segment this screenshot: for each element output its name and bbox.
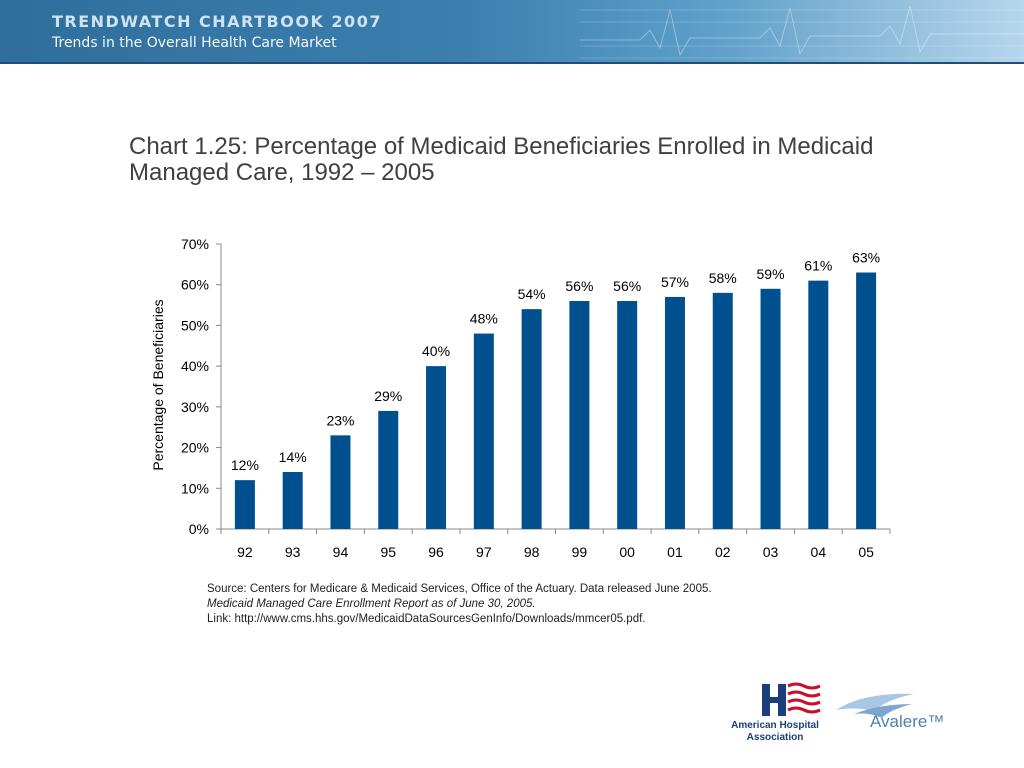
bar [617,301,638,529]
data-label: 58% [709,270,737,286]
chart-title: Chart 1.25: Percentage of Medicaid Benef… [129,134,949,186]
header-banner: TRENDWATCH CHARTBOOK 2007 Trends in the … [0,0,1024,64]
x-tick-label: 04 [811,544,827,560]
x-tick-label: 93 [285,544,301,560]
chart-title-line-1: Chart 1.25: Percentage of Medicaid Benef… [129,133,874,160]
x-tick-label: 02 [715,544,731,560]
data-label: 29% [374,388,402,404]
bar [234,480,255,529]
avalere-logo: Avalere™ [834,690,944,740]
aha-h-flag-icon [762,682,821,716]
data-label: 56% [613,278,641,294]
data-label: 40% [422,343,450,359]
bar [330,435,351,529]
source-line-1: Source: Centers for Medicare & Medicaid … [207,583,712,595]
bar [664,296,685,529]
x-tick-label: 05 [858,544,874,560]
x-tick-label: 01 [667,544,683,560]
aha-logo: American Hospital Association [720,680,830,748]
x-tick-label: 92 [237,544,253,560]
bar [473,333,494,529]
bar [426,366,447,529]
data-label: 57% [661,274,689,290]
source-line-2: Medicaid Managed Care Enrollment Report … [207,598,536,610]
x-tick-label: 00 [619,544,635,560]
y-axis-label: Percentage of Beneficiaries [150,299,166,470]
source-link: Link: http://www.cms.hhs.gov/MedicaidDat… [207,613,646,625]
data-label: 14% [279,449,307,465]
x-tick-label: 95 [380,544,396,560]
bar [760,288,781,529]
x-tick-label: 97 [476,544,492,560]
data-label: 59% [757,266,785,282]
y-tick-label: 20% [181,440,209,456]
x-tick-label: 99 [572,544,588,560]
y-tick-label: 30% [181,399,209,415]
bar [282,472,303,529]
avalere-name: Avalere™ [870,712,945,731]
header-divider [0,62,1024,64]
y-tick-label: 40% [181,358,209,374]
bar [521,309,542,529]
chart-title-line-2: Managed Care, 1992 – 2005 [129,159,435,186]
data-label: 63% [852,250,880,266]
data-label: 54% [518,286,546,302]
ecg-wave-decoration-icon [580,5,1024,59]
bar [378,410,399,529]
y-tick-label: 70% [181,236,209,252]
y-axis: 0% 10% 20% 30% 40% 50% 60% 70% [181,236,222,537]
aha-name: American Hospital Association [731,720,819,743]
data-label: 12% [231,457,259,473]
source-note: Source: Centers for Medicare & Medicaid … [207,582,907,627]
data-label: 61% [804,258,832,274]
y-tick-label: 60% [181,277,209,293]
x-tick-label: 94 [333,544,349,560]
x-tick-label: 03 [763,544,779,560]
x-axis: 92 93 94 95 96 97 98 99 00 01 02 03 04 05 [220,528,891,560]
y-tick-label: 10% [181,480,209,496]
data-label: 48% [470,311,498,327]
chartbook-title: TRENDWATCH CHARTBOOK 2007 [52,12,382,31]
x-tick-label: 98 [524,544,540,560]
data-labels: 12% 14% 23% 29% 40% 48% 54% 56% 56% 57% 58% 59% 61% 6… [231,250,880,474]
bar [569,301,590,529]
bar [808,280,829,529]
data-label: 23% [326,412,354,428]
bar [856,272,877,529]
bar [712,292,733,529]
y-tick-label: 50% [181,317,209,333]
data-label: 56% [565,278,593,294]
section-subtitle: Trends in the Overall Health Care Market [52,35,337,51]
y-tick-label: 0% [189,521,209,537]
x-tick-label: 96 [428,544,444,560]
avalere-wing-icon [836,693,914,718]
bars [234,272,877,529]
